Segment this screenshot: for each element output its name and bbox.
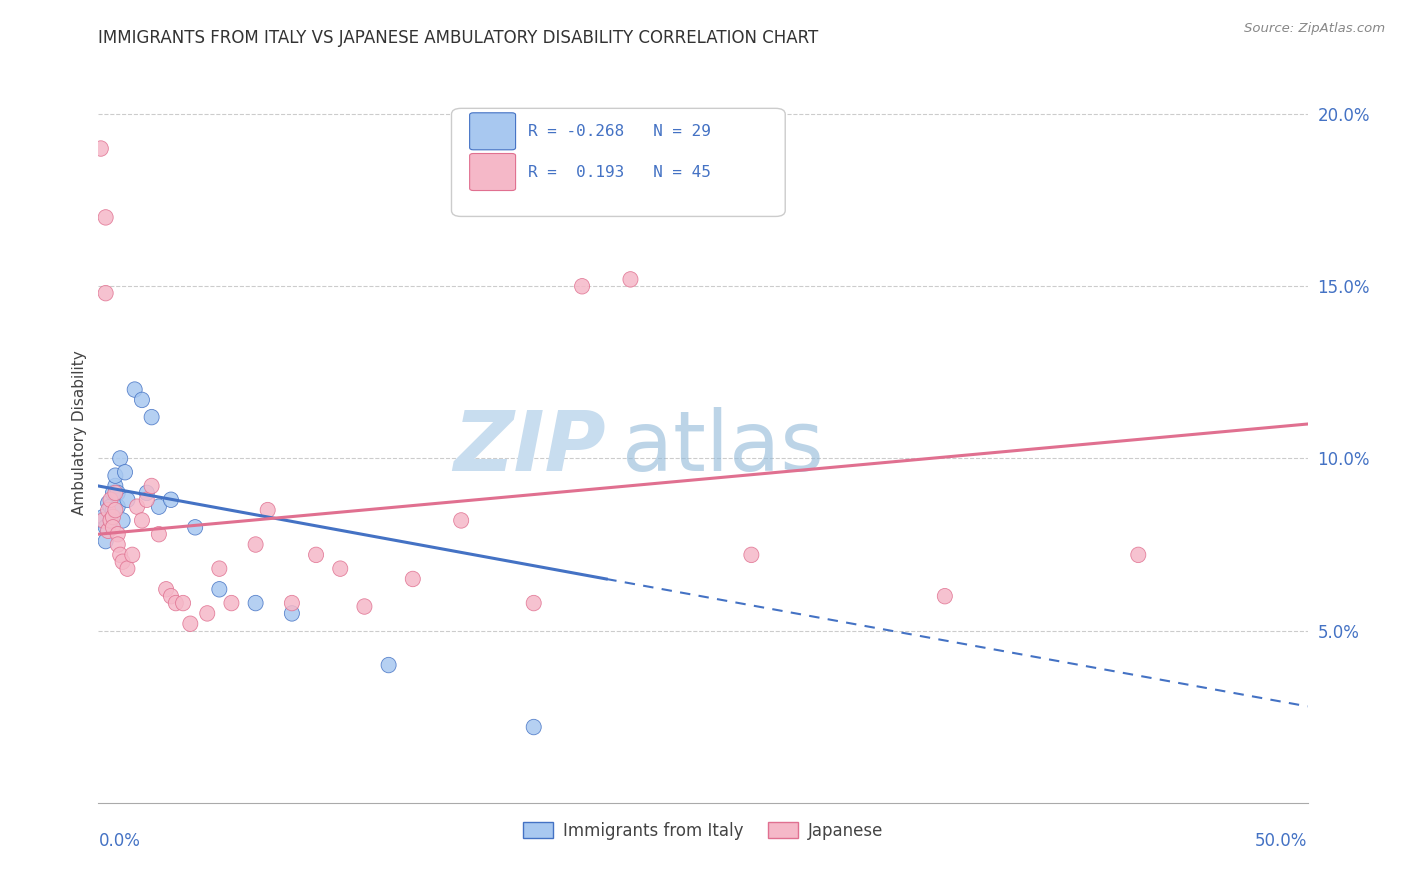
Ellipse shape	[115, 513, 131, 528]
Ellipse shape	[112, 547, 128, 563]
Ellipse shape	[405, 571, 420, 587]
Text: Source: ZipAtlas.com: Source: ZipAtlas.com	[1244, 22, 1385, 36]
Text: R = -0.268   N = 29: R = -0.268 N = 29	[527, 124, 710, 139]
Ellipse shape	[101, 495, 115, 511]
Ellipse shape	[308, 547, 323, 563]
Ellipse shape	[212, 561, 226, 576]
Ellipse shape	[135, 392, 149, 408]
Ellipse shape	[1130, 547, 1146, 563]
Ellipse shape	[152, 526, 166, 542]
Ellipse shape	[224, 595, 239, 611]
FancyBboxPatch shape	[470, 153, 516, 191]
Ellipse shape	[108, 502, 122, 518]
Text: R =  0.193   N = 45: R = 0.193 N = 45	[527, 164, 710, 179]
Ellipse shape	[744, 547, 759, 563]
Ellipse shape	[938, 589, 952, 604]
Ellipse shape	[623, 272, 638, 287]
Text: ZIP: ZIP	[454, 407, 606, 488]
Ellipse shape	[187, 519, 202, 535]
Ellipse shape	[108, 478, 122, 494]
Ellipse shape	[176, 595, 191, 611]
Ellipse shape	[110, 499, 125, 515]
Text: IMMIGRANTS FROM ITALY VS JAPANESE AMBULATORY DISABILITY CORRELATION CHART: IMMIGRANTS FROM ITALY VS JAPANESE AMBULA…	[98, 29, 818, 47]
Ellipse shape	[93, 141, 108, 156]
Ellipse shape	[98, 285, 114, 301]
Ellipse shape	[247, 537, 263, 552]
Ellipse shape	[112, 450, 128, 467]
Ellipse shape	[105, 502, 121, 518]
Ellipse shape	[357, 599, 373, 615]
Ellipse shape	[120, 561, 135, 576]
Ellipse shape	[284, 595, 299, 611]
Ellipse shape	[247, 595, 263, 611]
Ellipse shape	[125, 547, 139, 563]
Text: atlas: atlas	[623, 407, 824, 488]
Ellipse shape	[127, 382, 142, 397]
FancyBboxPatch shape	[451, 108, 785, 217]
Ellipse shape	[98, 519, 114, 535]
Ellipse shape	[159, 582, 174, 597]
Ellipse shape	[143, 478, 159, 494]
Ellipse shape	[169, 595, 183, 611]
Ellipse shape	[526, 719, 541, 735]
Ellipse shape	[96, 509, 111, 524]
Ellipse shape	[108, 485, 122, 500]
Ellipse shape	[103, 492, 118, 508]
Ellipse shape	[381, 657, 396, 673]
Ellipse shape	[110, 485, 125, 500]
FancyBboxPatch shape	[470, 112, 516, 150]
Ellipse shape	[333, 561, 347, 576]
Ellipse shape	[103, 513, 118, 528]
Ellipse shape	[260, 502, 276, 518]
Ellipse shape	[96, 513, 111, 528]
Ellipse shape	[526, 595, 541, 611]
Ellipse shape	[93, 513, 108, 528]
Ellipse shape	[454, 513, 468, 528]
Ellipse shape	[575, 278, 589, 294]
Ellipse shape	[98, 210, 114, 225]
Ellipse shape	[103, 499, 118, 515]
Ellipse shape	[108, 468, 122, 483]
Ellipse shape	[115, 554, 131, 569]
Ellipse shape	[101, 502, 115, 518]
Ellipse shape	[120, 492, 135, 508]
Ellipse shape	[118, 465, 132, 480]
Y-axis label: Ambulatory Disability: Ambulatory Disability	[72, 351, 87, 515]
Text: 0.0%: 0.0%	[98, 832, 141, 850]
Ellipse shape	[200, 606, 215, 621]
Ellipse shape	[163, 492, 179, 508]
Ellipse shape	[143, 409, 159, 425]
Ellipse shape	[110, 526, 125, 542]
Text: 50.0%: 50.0%	[1256, 832, 1308, 850]
Ellipse shape	[135, 513, 149, 528]
Ellipse shape	[212, 582, 226, 597]
Ellipse shape	[284, 606, 299, 621]
Ellipse shape	[129, 499, 145, 515]
Ellipse shape	[105, 519, 121, 535]
Ellipse shape	[105, 509, 121, 524]
Ellipse shape	[105, 485, 121, 500]
Legend: Immigrants from Italy, Japanese: Immigrants from Italy, Japanese	[516, 815, 890, 847]
Ellipse shape	[110, 537, 125, 552]
Ellipse shape	[183, 616, 198, 632]
Ellipse shape	[101, 523, 115, 539]
Ellipse shape	[152, 499, 166, 515]
Ellipse shape	[139, 485, 155, 500]
Ellipse shape	[163, 589, 179, 604]
Ellipse shape	[98, 533, 114, 549]
Ellipse shape	[139, 492, 155, 508]
Ellipse shape	[103, 513, 118, 528]
